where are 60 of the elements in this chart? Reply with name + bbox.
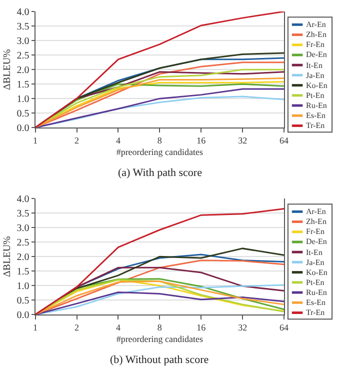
y-tick-label: 2.5	[16, 50, 30, 62]
legend-label: Ja-En	[306, 71, 324, 80]
x-axis-title: #preordering candidates	[116, 147, 204, 158]
legend-label: Tr-En	[306, 121, 325, 130]
legend-label: Zh-En	[306, 217, 326, 226]
x-tick-label: 64	[280, 135, 290, 146]
legend-label: Ko-En	[306, 81, 328, 90]
text: (b) Without path score	[110, 354, 209, 366]
legend-label: It-En	[306, 61, 322, 70]
y-tick-label: 0.5	[16, 296, 30, 307]
x-tick-label: 32	[238, 322, 248, 332]
x-tick-label: 8	[157, 322, 162, 332]
legend-label: Es-En	[306, 111, 326, 120]
y-tick-label: 2.0	[16, 252, 30, 264]
y-tick-label: 4.0	[16, 194, 30, 206]
legend-label: Es-En	[306, 298, 326, 307]
y-tick-label: 0.0	[16, 123, 30, 134]
x-tick-label: 8	[157, 135, 162, 146]
legend-label: De-En	[306, 50, 327, 59]
y-tick-label: 4.0	[16, 7, 30, 18]
legend-label: De-En	[306, 237, 327, 246]
x-tick-label: 2	[74, 322, 80, 332]
y-tick-label: 2.0	[16, 65, 30, 76]
legend-label: Fr-En	[306, 40, 325, 49]
legend-label: Ar-En	[306, 207, 326, 216]
y-tick-label: 1.0	[16, 281, 30, 292]
x-axis-title: #preordering candidates	[116, 334, 204, 344]
y-axis-title: ΔBLEU%	[2, 49, 13, 90]
legend-label: Pt-En	[306, 91, 324, 100]
x-tick-label: 1	[33, 135, 38, 146]
y-tick-label: 0.5	[16, 108, 30, 120]
y-tick-label: 2.5	[16, 238, 30, 249]
legend-label: Ru-En	[306, 288, 327, 297]
x-tick-label: 32	[238, 135, 248, 146]
y-tick-label: 3.5	[16, 22, 30, 33]
x-tick-label: 2	[74, 135, 80, 146]
y-tick-label: 0.0	[16, 310, 30, 322]
y-tick-label: 3.0	[16, 223, 30, 234]
y-tick-label: 3.0	[16, 36, 30, 48]
legend-label: It-En	[306, 248, 322, 257]
y-tick-label: 1.0	[16, 94, 30, 106]
legend-label: Ar-En	[306, 20, 326, 29]
y-tick-label: 1.5	[16, 80, 30, 91]
legend-label: Ru-En	[306, 101, 327, 110]
legend-label: Ko-En	[306, 268, 328, 277]
legend-label: Tr-En	[306, 308, 325, 317]
legend-label: Pt-En	[306, 278, 324, 287]
x-tick-label: 16	[196, 135, 206, 146]
y-tick-label: 1.5	[16, 266, 30, 278]
x-tick-label: 16	[196, 322, 206, 332]
x-tick-label: 64	[280, 322, 290, 332]
text: (a) With path score	[118, 167, 202, 179]
x-tick-label: 4	[116, 135, 121, 146]
y-axis-title: ΔBLEU%	[2, 236, 13, 278]
y-tick-label: 3.5	[16, 208, 30, 220]
legend-label: Fr-En	[306, 227, 325, 236]
x-tick-label: 1	[33, 322, 38, 332]
x-tick-label: 4	[116, 322, 121, 332]
legend-label: Zh-En	[306, 30, 326, 39]
legend-label: Ja-En	[306, 258, 324, 267]
